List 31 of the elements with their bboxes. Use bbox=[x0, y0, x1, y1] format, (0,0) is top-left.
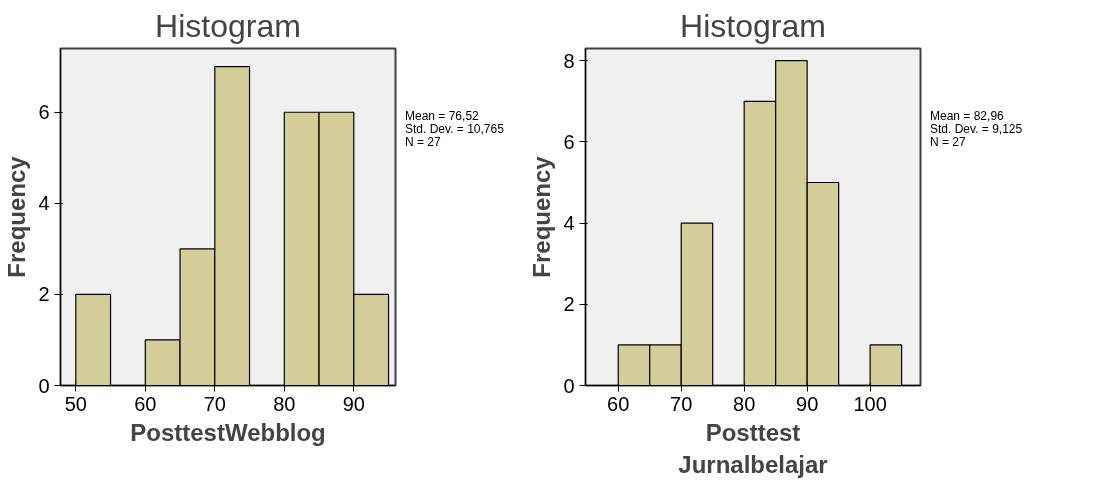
chart-title: Histogram bbox=[155, 7, 301, 44]
x-tick-label: 70 bbox=[203, 392, 226, 415]
x-tick-label: 50 bbox=[64, 392, 87, 415]
y-tick-label: 0 bbox=[563, 374, 575, 397]
y-tick-label: 2 bbox=[563, 293, 575, 316]
x-tick-label: 60 bbox=[607, 392, 630, 415]
text: Std. Dev. = 9,125 bbox=[930, 122, 1023, 137]
x-tick-label: 90 bbox=[342, 392, 365, 415]
text: N = 27 bbox=[930, 135, 966, 150]
x-tick-label: 90 bbox=[796, 392, 819, 415]
x-tick-label: 100 bbox=[853, 392, 887, 415]
x-axis-title: Posttest Jurnalbelajar bbox=[678, 418, 828, 478]
text: Std. Dev. = 10,765 bbox=[405, 122, 504, 137]
y-tick-label: 6 bbox=[38, 101, 50, 124]
chart-title: Histogram bbox=[680, 7, 826, 44]
y-tick-label: 8 bbox=[563, 49, 575, 72]
y-axis-title: Frequency bbox=[528, 155, 556, 278]
x-tick-label: 80 bbox=[273, 392, 296, 415]
x-tick-label: 70 bbox=[670, 392, 693, 415]
text: N = 27 bbox=[405, 135, 441, 150]
y-axis-title: Frequency bbox=[3, 155, 31, 278]
y-tick-label: 4 bbox=[563, 212, 575, 235]
y-tick-label: 0 bbox=[38, 374, 50, 397]
y-tick-label: 6 bbox=[563, 130, 575, 153]
x-axis-title: PosttestWebblog bbox=[130, 418, 326, 446]
y-tick-label: 2 bbox=[38, 283, 50, 306]
x-tick-label: 80 bbox=[733, 392, 756, 415]
y-tick-label: 4 bbox=[38, 192, 50, 215]
x-tick-label: 60 bbox=[134, 392, 157, 415]
text: Mean = 82,96 bbox=[930, 109, 1004, 123]
text: Mean = 76,52 bbox=[405, 109, 479, 123]
